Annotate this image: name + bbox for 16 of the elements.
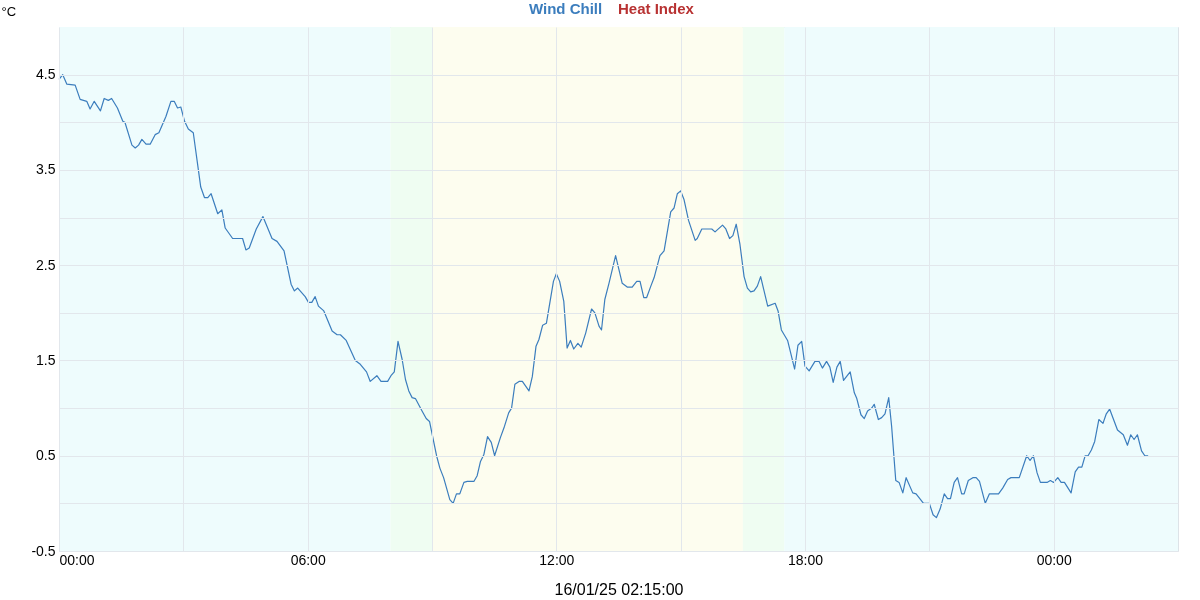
x-tick-label: 06:00	[290, 551, 326, 568]
x-tick-label: 12:00	[539, 551, 575, 568]
y-tick-label: 0.5	[36, 447, 56, 464]
x-tick-label: 00:00	[59, 551, 95, 568]
x-axis-title: 16/01/25 02:15:00	[554, 580, 684, 598]
y-tick-label: 1.5	[36, 351, 56, 368]
line-series	[58, 74, 1149, 519]
legend-label: Heat Index	[618, 0, 695, 17]
y-tick-label: 4.5	[36, 66, 56, 83]
x-tick-label: 00:00	[1036, 551, 1072, 568]
y-tick-label: 3.5	[36, 161, 56, 178]
text: Wind Chill	[529, 0, 603, 17]
y-tick-label: -0.5	[31, 542, 56, 559]
y-axis-title: °C	[1, 3, 17, 19]
x-tick-label: 18:00	[787, 551, 824, 568]
y-tick-label: 2.5	[36, 256, 56, 273]
